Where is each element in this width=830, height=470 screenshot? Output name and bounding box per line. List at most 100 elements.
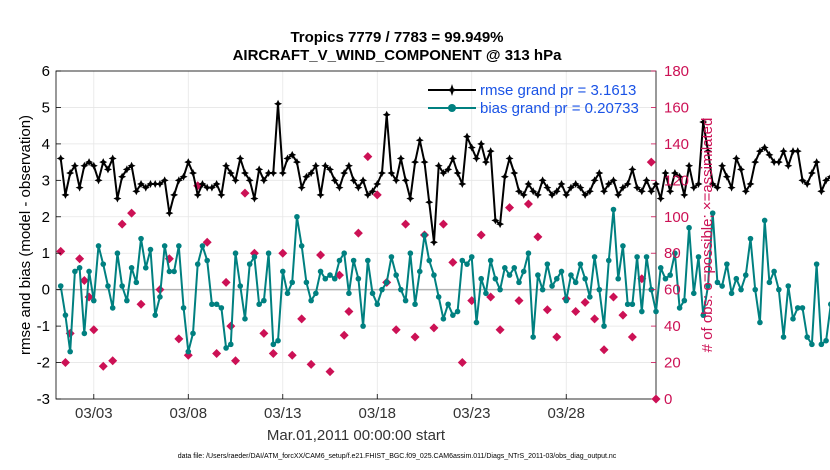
obs-marker-64 — [627, 332, 637, 342]
bias-point-121 — [629, 301, 636, 308]
rmse-point-104 — [548, 190, 557, 199]
rmse-point-52 — [302, 172, 311, 181]
obs-marker-43 — [429, 323, 439, 333]
rmse-point-54 — [311, 161, 320, 170]
bias-point-33 — [213, 301, 220, 308]
rmse-point-147 — [751, 158, 760, 167]
bias-point-62 — [350, 257, 357, 264]
rmse-point-63 — [354, 183, 363, 192]
bias-point-52 — [303, 279, 310, 286]
rmse-point-66 — [368, 187, 377, 196]
rmse-point-10 — [103, 165, 112, 174]
bias-point-85 — [459, 257, 466, 264]
bias-point-27 — [185, 348, 192, 355]
rmse-point-82 — [444, 165, 453, 174]
bias-point-79 — [431, 272, 437, 278]
data-file-footer: data file: /Users/raeder/DAI/ATM_forcXX/… — [178, 453, 617, 460]
rmse-point-59 — [335, 183, 344, 192]
bias-point-42 — [256, 301, 262, 308]
obs-marker-39 — [391, 325, 401, 335]
bias-point-84 — [454, 308, 461, 315]
obs-marker-33 — [339, 330, 349, 340]
rmse-point-39 — [240, 169, 249, 178]
rmse-point-76 — [415, 136, 424, 145]
bias-point-104 — [549, 283, 555, 289]
rmse-point-110 — [576, 183, 585, 192]
rmse-point-112 — [585, 187, 594, 196]
rmse-point-19 — [146, 179, 155, 188]
bias-point-74 — [407, 250, 414, 257]
bias-point-96 — [511, 265, 518, 271]
bias-point-97 — [516, 279, 522, 286]
bias-point-35 — [223, 345, 229, 351]
rmse-point-75 — [411, 158, 420, 167]
bias-point-153 — [780, 334, 787, 340]
rmse-point-35 — [222, 161, 231, 170]
bias-point-14 — [124, 297, 130, 304]
rmse-point-1 — [61, 190, 70, 199]
y-left-tick-label-3: 0 — [42, 282, 50, 299]
rmse-point-86 — [463, 132, 472, 141]
obs-marker-17 — [202, 237, 212, 247]
rmse-point-107 — [562, 190, 571, 199]
rmse-point-12 — [113, 194, 122, 203]
rmse-point-146 — [746, 179, 755, 188]
rmse-point-154 — [784, 161, 793, 170]
bias-point-103 — [544, 261, 551, 267]
rmse-point-27 — [184, 158, 193, 167]
chart-title-line2: AIRCRAFT_V_WIND_COMPONENT @ 313 hPa — [233, 47, 563, 64]
rmse-point-122 — [633, 183, 642, 192]
rmse-point-34 — [217, 190, 226, 199]
rmse-point-152 — [774, 158, 783, 167]
bias-point-7 — [90, 297, 97, 304]
rmse-point-53 — [307, 169, 316, 178]
bias-point-16 — [133, 279, 140, 286]
rmse-point-49 — [288, 150, 297, 159]
rmse-point-40 — [245, 176, 254, 185]
bias-point-155 — [790, 316, 796, 322]
bias-point-113 — [591, 254, 598, 260]
rmse-point-77 — [420, 158, 429, 167]
bias-point-95 — [506, 272, 513, 278]
obs-marker-53 — [523, 199, 533, 209]
rmse-point-129 — [666, 187, 675, 196]
bias-point-90 — [483, 290, 489, 297]
bias-point-162 — [823, 337, 829, 344]
rmse-point-117 — [609, 176, 618, 185]
x-axis-label: Mar.01,2011 00:00:00 start — [267, 427, 446, 444]
rmse-point-69 — [382, 110, 391, 119]
rmse-point-90 — [481, 158, 490, 167]
bias-point-68 — [379, 286, 385, 293]
obs-marker-14 — [174, 334, 184, 344]
rmse-point-148 — [755, 147, 764, 156]
bias-point-146 — [747, 235, 754, 242]
bias-point-141 — [724, 261, 730, 267]
rmse-point-56 — [321, 161, 330, 170]
rmse-point-108 — [566, 183, 575, 192]
bias-point-44 — [265, 250, 272, 257]
obs-marker-31 — [325, 367, 335, 377]
x-tick-label-1: 03/08 — [170, 405, 208, 422]
rmse-point-141 — [722, 172, 731, 181]
rmse-point-133 — [685, 161, 694, 170]
y-axis-right-ticks: 0 20 40 60 80 100 120 140 160 180 — [651, 63, 689, 408]
rmse-point-84 — [453, 169, 462, 178]
obs-marker-18 — [212, 348, 222, 358]
bias-point-0 — [57, 283, 64, 289]
obs-marker-40 — [401, 219, 411, 229]
bias-point-45 — [270, 341, 277, 348]
bias-point-148 — [757, 319, 763, 326]
rmse-point-24 — [170, 190, 179, 199]
bias-point-31 — [204, 257, 210, 264]
bias-point-134 — [690, 290, 697, 297]
bias-point-131 — [676, 305, 683, 311]
bias-point-54 — [313, 290, 319, 297]
plot-area-frame — [55, 70, 657, 400]
bias-point-87 — [468, 254, 475, 260]
obs-marker-59 — [580, 297, 590, 307]
bias-point-34 — [218, 305, 225, 311]
bias-point-114 — [596, 286, 603, 293]
y-axis-left-ticks: -3 -2 -1 0 1 2 3 4 5 6 — [37, 63, 61, 408]
rmse-point-57 — [326, 165, 335, 174]
rmse-point-153 — [779, 147, 788, 156]
